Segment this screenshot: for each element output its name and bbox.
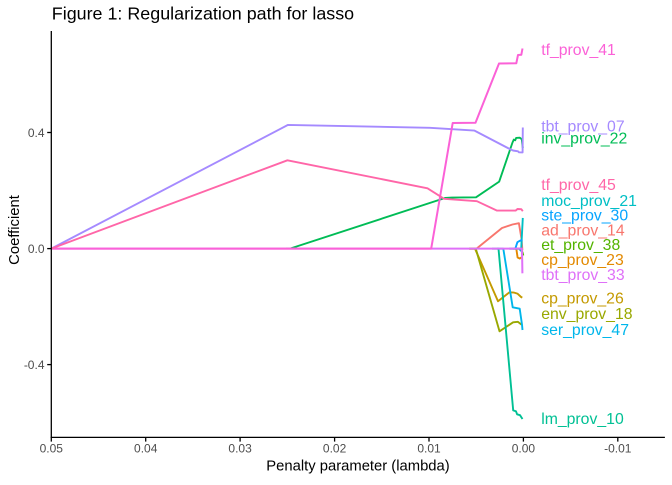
- svg-text:-0.01: -0.01: [604, 441, 632, 455]
- svg-text:ser_prov_47: ser_prov_47: [541, 322, 629, 339]
- svg-text:0.0: 0.0: [28, 242, 45, 256]
- svg-text:tf_prov_41: tf_prov_41: [541, 42, 616, 59]
- svg-text:moc_prov_21: moc_prov_21: [541, 193, 637, 210]
- svg-text:0.01: 0.01: [417, 441, 441, 455]
- svg-text:lm_prov_10: lm_prov_10: [541, 411, 624, 428]
- svg-text:0.03: 0.03: [228, 441, 252, 455]
- svg-text:cp_prov_26: cp_prov_26: [541, 291, 624, 308]
- svg-text:tbt_prov_33: tbt_prov_33: [541, 267, 625, 284]
- svg-text:et_prov_38: et_prov_38: [541, 237, 620, 254]
- svg-text:tf_prov_45: tf_prov_45: [541, 177, 616, 194]
- svg-text:Penalty parameter (lambda): Penalty parameter (lambda): [266, 459, 449, 475]
- svg-text:0.05: 0.05: [40, 441, 64, 455]
- svg-text:0.04: 0.04: [134, 441, 158, 455]
- svg-text:-0.4: -0.4: [24, 358, 45, 372]
- svg-text:ad_prov_14: ad_prov_14: [541, 223, 625, 240]
- svg-text:env_prov_18: env_prov_18: [541, 306, 633, 323]
- svg-text:Coefficient: Coefficient: [7, 195, 23, 265]
- svg-text:tbt_prov_07: tbt_prov_07: [541, 119, 624, 136]
- svg-text:inv_prov_22: inv_prov_22: [541, 131, 627, 148]
- svg-text:0.00: 0.00: [512, 441, 536, 455]
- svg-text:Figure 1: Regularization path: Figure 1: Regularization path for lasso: [52, 4, 354, 24]
- svg-text:ste_prov_30: ste_prov_30: [541, 208, 628, 225]
- svg-text:0.02: 0.02: [323, 441, 347, 455]
- svg-text:cp_prov_23: cp_prov_23: [541, 252, 624, 269]
- svg-text:0.4: 0.4: [28, 126, 45, 140]
